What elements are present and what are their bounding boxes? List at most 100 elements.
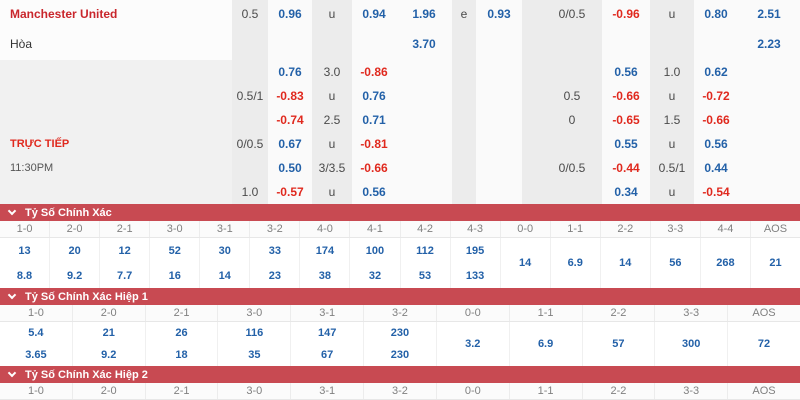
score-odds-value[interactable]: 13 [18,244,31,257]
score-column: 72 [728,322,800,366]
odds-cell-empty [396,60,452,84]
score-section-bar[interactable]: Tỷ Số Chính Xác [0,204,800,221]
score-odds-value[interactable]: 32 [368,269,382,282]
score-odds-value[interactable]: 35 [248,349,261,361]
score-odds-value[interactable]: 300 [682,338,701,350]
odds-value[interactable]: 0.44 [694,156,738,180]
score-odds-value[interactable]: 14 [218,269,231,282]
score-odds-value[interactable]: 5.4 [28,327,44,339]
odds-cell-empty [476,60,522,84]
odds-value[interactable]: 0.94 [352,0,396,28]
odds-value[interactable]: -0.72 [694,84,738,108]
odds-value[interactable]: -0.83 [268,84,312,108]
score-odds-value[interactable]: 3.2 [465,338,481,350]
odds-cell-empty [476,84,522,108]
odds-line: u [650,84,694,108]
odds-value[interactable]: 0.80 [694,0,738,28]
score-section-bar[interactable]: Tỷ Số Chính Xác Hiệp 2 [0,366,800,383]
odds-value[interactable]: 0.62 [694,60,738,84]
odds-value[interactable]: -0.81 [352,132,396,156]
score-odds-value[interactable]: 12 [118,244,131,257]
odds-value[interactable]: -0.57 [268,180,312,204]
score-column-header: 2-1 [146,305,219,321]
score-column-header: AOS [752,385,776,397]
score-odds-value[interactable]: 20 [68,244,81,257]
score-odds-value[interactable]: 14 [619,257,632,269]
odds-cell-empty [522,28,542,60]
odds-value[interactable]: -0.86 [352,60,396,84]
odds-value[interactable]: 3.70 [396,28,452,60]
score-odds-value[interactable]: 53 [418,269,432,282]
odds-cell-empty [452,132,476,156]
odds-value[interactable]: -0.96 [602,0,650,28]
odds-value[interactable]: -0.54 [694,180,738,204]
odds-value[interactable]: 0.50 [268,156,312,180]
odds-line: u [312,180,352,204]
odds-value[interactable]: -0.74 [268,108,312,132]
odds-value[interactable]: -0.44 [602,156,650,180]
score-odds-value[interactable]: 174 [315,244,335,257]
odds-value[interactable]: -0.66 [602,84,650,108]
odds-value[interactable]: 2.51 [738,0,800,28]
score-odds-value[interactable]: 112 [416,244,434,257]
score-odds-value[interactable]: 7.7 [117,269,133,282]
score-odds-value[interactable]: 100 [365,244,385,257]
odds-value[interactable]: 0.76 [352,84,396,108]
score-odds-value[interactable]: 16 [168,269,181,282]
score-odds-value[interactable]: 18 [175,349,188,361]
score-odds-value[interactable]: 147 [317,327,337,339]
score-odds-value[interactable]: 72 [757,338,771,350]
score-odds-value[interactable]: 3.65 [25,349,47,361]
odds-value[interactable]: 0.56 [602,60,650,84]
odds-value[interactable]: 0.56 [352,180,396,204]
odds-value[interactable]: 0.96 [268,0,312,28]
odds-value[interactable]: 2.23 [738,28,800,60]
odds-cell-empty [522,84,542,108]
score-odds-value[interactable]: 9.2 [66,269,83,282]
odds-cell-empty [476,132,522,156]
score-odds-value[interactable]: 57 [612,338,625,350]
score-odds-value[interactable]: 23 [268,269,281,282]
score-odds-value[interactable]: 52 [168,244,181,257]
odds-value[interactable]: 0.34 [602,180,650,204]
odds-value[interactable]: 0.67 [268,132,312,156]
odds-cell-empty [542,180,602,204]
score-odds-value[interactable]: 116 [245,327,264,339]
score-odds-value[interactable]: 30 [218,244,231,257]
score-column-header: 1-0 [0,305,73,321]
odds-value[interactable]: 0.76 [268,60,312,84]
score-odds-value[interactable]: 133 [465,269,485,282]
odds-cell-empty [452,60,476,84]
score-odds-value[interactable]: 195 [465,244,485,257]
score-odds-value[interactable]: 230 [390,327,410,339]
odds-value[interactable]: 0.55 [602,132,650,156]
score-odds-value[interactable]: 6.9 [567,257,583,269]
odds-line: u [312,0,352,28]
odds-value[interactable]: -0.66 [694,108,738,132]
score-odds-value[interactable]: 67 [321,349,334,361]
score-column: 5.4 3.65 [0,322,73,366]
score-odds-value[interactable]: 21 [102,327,115,339]
score-odds-value[interactable]: 21 [769,257,782,269]
score-column: 33 23 [250,238,301,288]
odds-value[interactable]: -0.66 [352,156,396,180]
score-column: 116 35 [218,322,292,366]
odds-value[interactable]: 0.71 [352,108,396,132]
score-odds-value[interactable]: 268 [716,257,735,269]
odds-row: 0.5/1 -0.83 u 0.76 0.5 -0.66 u -0.72 [0,84,800,108]
score-odds-value[interactable]: 38 [318,269,332,282]
score-odds-value[interactable]: 230 [390,349,410,361]
odds-value[interactable]: 0.93 [476,0,522,28]
score-odds-value[interactable]: 6.9 [537,338,554,350]
odds-row-label [0,180,232,204]
score-odds-value[interactable]: 33 [268,244,281,257]
score-odds-value[interactable]: 56 [669,257,682,269]
score-odds-value[interactable]: 8.8 [16,269,33,282]
score-odds-value[interactable]: 9.2 [101,349,117,361]
odds-value[interactable]: -0.65 [602,108,650,132]
score-odds-value[interactable]: 14 [519,257,532,269]
odds-value[interactable]: 1.96 [396,0,452,28]
score-odds-value[interactable]: 26 [175,327,188,339]
score-section-bar[interactable]: Tỷ Số Chính Xác Hiệp 1 [0,288,800,305]
odds-value[interactable]: 0.56 [694,132,738,156]
